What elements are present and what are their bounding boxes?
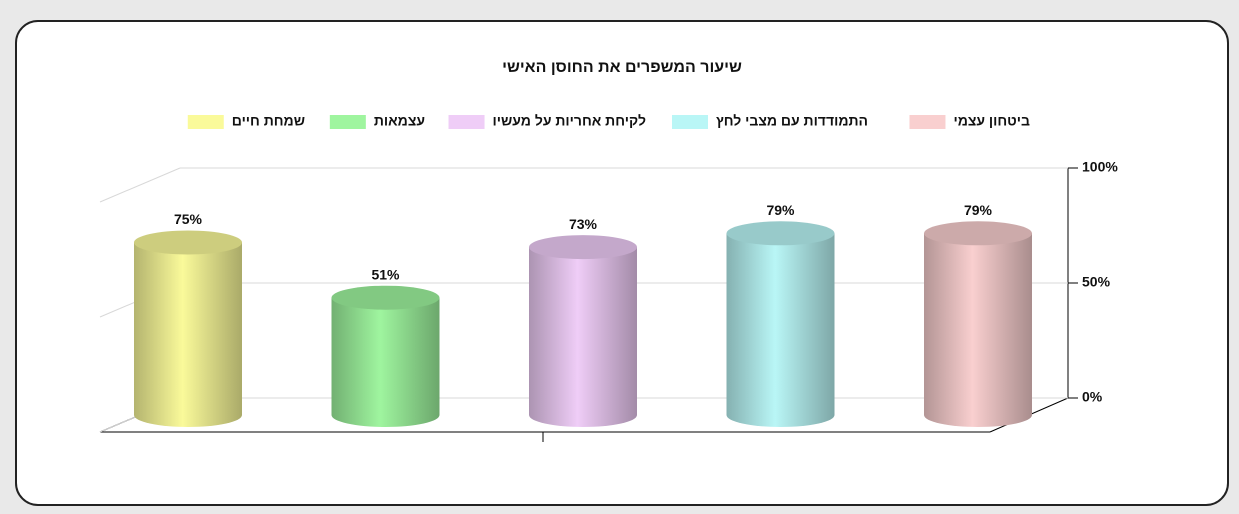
legend-label: שמחת חיים: [232, 113, 305, 129]
y-tick-label: 0%: [1082, 389, 1103, 405]
bar-top: [529, 235, 637, 260]
bar: [924, 233, 1032, 427]
value-label: 75%: [174, 211, 203, 227]
value-label: 79%: [964, 202, 993, 218]
bar: [529, 247, 637, 427]
bar-top: [331, 285, 440, 310]
y-tick-label: 50%: [1082, 274, 1111, 290]
value-label: 79%: [766, 202, 795, 218]
legend-label: עצמאות: [374, 113, 425, 129]
bar: [134, 242, 242, 427]
y-tick-label: 100%: [1082, 159, 1118, 175]
value-label: 73%: [569, 216, 598, 232]
value-label: 51%: [371, 266, 400, 282]
legend-label: לקיחת אחריות על מעשיו: [493, 113, 646, 129]
bar-top: [726, 221, 835, 246]
legend-swatch: [909, 115, 946, 129]
grid-line: [99, 167, 181, 203]
legend-label: ביטחון עצמי: [953, 113, 1030, 129]
legend-swatch: [448, 115, 485, 129]
legend-label: התמודדות עם מצבי לחץ: [716, 113, 868, 129]
bar: [726, 233, 835, 428]
legend-swatch: [187, 115, 224, 129]
bar: [331, 297, 440, 428]
legend-swatch: [329, 115, 366, 129]
bar-top: [924, 221, 1032, 246]
bar-top: [134, 230, 242, 255]
chart-title: שיעור המשפרים את החוסן האישי: [502, 59, 742, 76]
legend-swatch: [672, 115, 708, 129]
